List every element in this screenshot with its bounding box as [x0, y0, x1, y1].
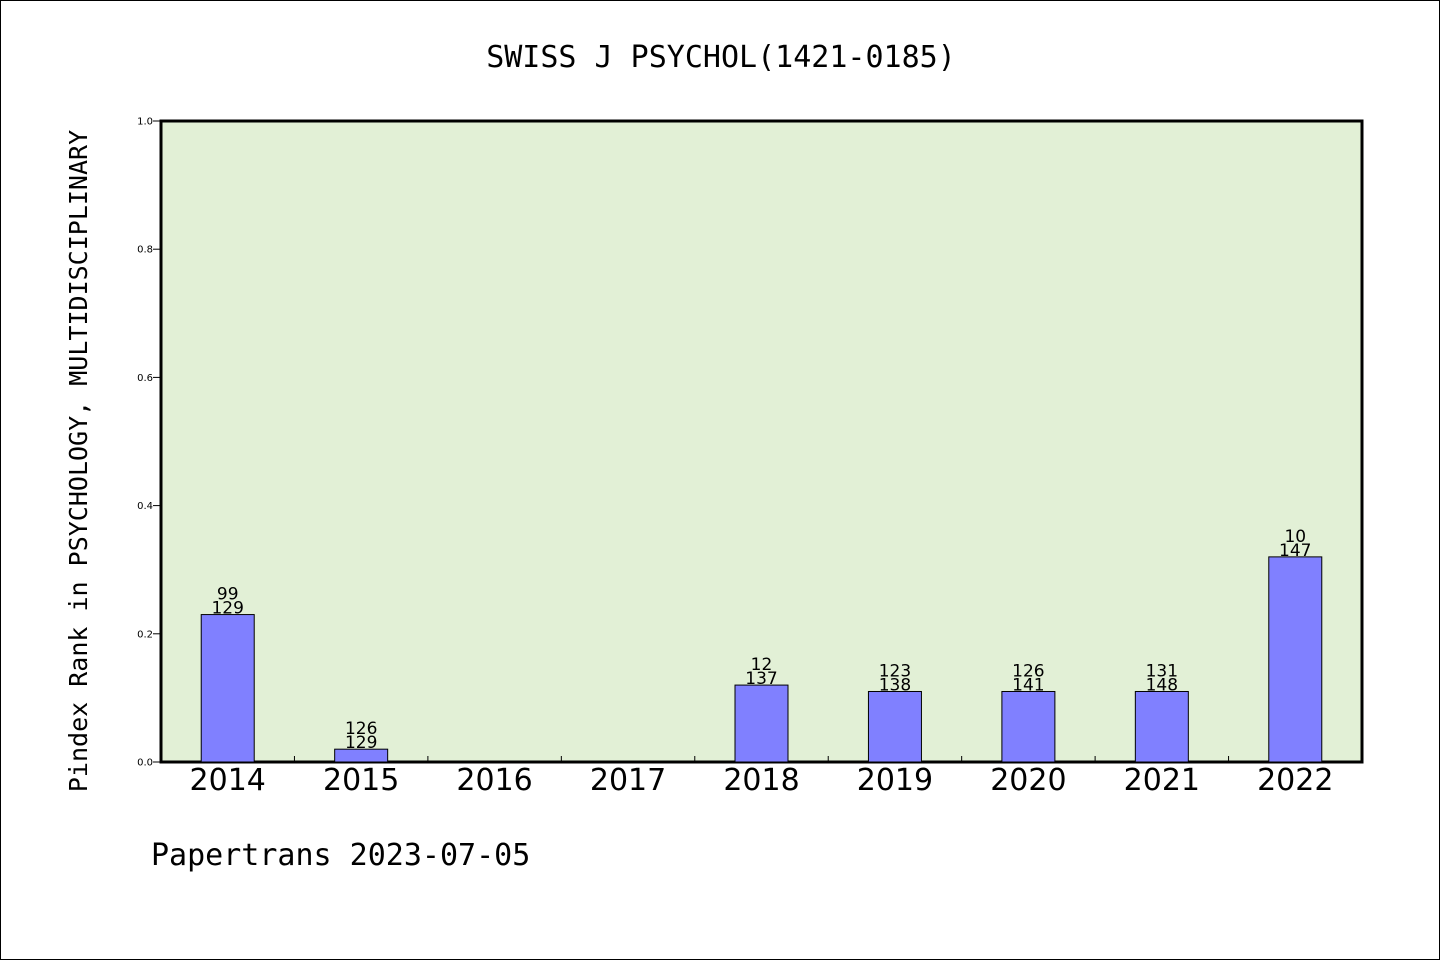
bar [867, 690, 922, 763]
bar [200, 614, 255, 763]
y-tick-label: 1.0 [137, 117, 153, 128]
y-tick-label: 0.0 [137, 758, 153, 769]
footer-credit: Papertrans 2023-07-05 [151, 838, 530, 873]
bar-total-label: 147 [1279, 541, 1311, 561]
bar [1268, 556, 1323, 763]
x-tick-label: 2020 [990, 763, 1066, 798]
axis-ticks: 0.0 0.2 0.4 0.6 0.8 1.0 2014 2015 2016 2017 2018 20… [137, 117, 1333, 799]
plot-area [159, 119, 1364, 764]
bar [1001, 690, 1056, 763]
x-tick-label: 2021 [1124, 763, 1200, 798]
bar-rank-label: 131 [1146, 661, 1178, 681]
y-tick-label: 0.4 [137, 501, 153, 512]
bar-total-label: 148 [1146, 675, 1178, 695]
y-axis-label: Pindex Rank in PSYCHOLOGY, MULTIDISCIPLI… [64, 130, 93, 792]
bar-rank-label: 12 [751, 655, 773, 675]
bar-total-label: 137 [745, 669, 777, 689]
bar-total-label: 129 [345, 733, 377, 753]
bar-rank-label: 10 [1284, 527, 1306, 547]
bar [334, 748, 389, 763]
x-tick-label: 2018 [723, 763, 799, 798]
y-tick-label: 0.6 [137, 373, 153, 384]
bar-total-label: 129 [211, 599, 243, 619]
bar [1134, 690, 1189, 763]
bar-rank-label: 126 [1012, 661, 1044, 681]
bars-group [200, 556, 1323, 763]
bar [734, 684, 789, 763]
bar-rank-label: 123 [879, 661, 911, 681]
x-tick-label: 2017 [590, 763, 666, 798]
bar-total-label: 138 [879, 675, 911, 695]
x-tick-label: 2014 [190, 763, 266, 798]
chart-title: SWISS J PSYCHOL(1421-0185) [486, 40, 956, 75]
bar-rank-label: 126 [345, 719, 377, 739]
y-tick-label: 0.2 [137, 629, 153, 640]
x-tick-label: 2015 [323, 763, 399, 798]
x-tick-label: 2022 [1257, 763, 1333, 798]
x-tick-label: 2016 [456, 763, 532, 798]
bar-total-label: 141 [1012, 675, 1044, 695]
x-tick-label: 2019 [857, 763, 933, 798]
y-tick-label: 0.8 [137, 245, 153, 256]
bar-rank-label: 99 [217, 585, 239, 605]
